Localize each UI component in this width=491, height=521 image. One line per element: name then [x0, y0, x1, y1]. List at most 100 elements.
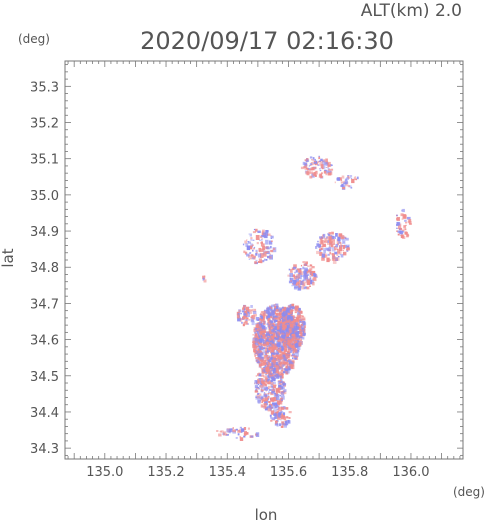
negative-cell: [263, 367, 265, 369]
positive-cell: [291, 338, 294, 340]
negative-cell: [303, 270, 307, 274]
positive-cell: [298, 342, 302, 347]
positive-cell: [258, 326, 260, 328]
positive-cell: [243, 305, 246, 308]
negative-cell: [295, 269, 298, 273]
negative-cell: [255, 323, 259, 326]
negative-cell: [280, 391, 284, 396]
positive-cell: [330, 243, 334, 248]
positive-cell: [254, 354, 256, 357]
negative-cell: [348, 185, 352, 188]
positive-cell: [342, 180, 346, 184]
positive-cell: [256, 322, 259, 325]
positive-cell: [397, 227, 399, 229]
positive-cell: [300, 166, 304, 170]
negative-cell: [333, 237, 336, 239]
positive-cell: [287, 355, 290, 358]
negative-cell: [229, 428, 233, 433]
negative-cell: [271, 313, 275, 318]
positive-cell: [353, 177, 356, 180]
positive-cell: [340, 249, 342, 251]
negative-cell: [268, 388, 272, 391]
negative-cell: [257, 334, 260, 336]
positive-cell: [268, 347, 271, 351]
positive-cell: [244, 251, 248, 255]
positive-cell: [269, 331, 273, 335]
negative-cell: [258, 388, 260, 390]
negative-cell: [243, 308, 246, 311]
y-tick-label: 34.4: [30, 406, 59, 421]
negative-cell: [290, 313, 293, 316]
positive-cell: [243, 250, 246, 254]
negative-cell: [284, 310, 287, 314]
negative-cell: [321, 253, 325, 258]
positive-cell: [299, 316, 302, 319]
positive-cell: [281, 423, 284, 426]
positive-cell: [262, 361, 265, 364]
positive-cell: [258, 247, 262, 252]
negative-cell: [255, 259, 258, 262]
negative-cell: [309, 163, 313, 166]
positive-cell: [312, 172, 316, 176]
positive-cell: [293, 341, 297, 344]
y-tick-label: 35.3: [30, 80, 59, 95]
negative-cell: [283, 312, 285, 314]
negative-cell: [240, 428, 245, 432]
negative-cell: [267, 398, 269, 401]
positive-cell: [237, 429, 241, 433]
positive-cell: [244, 311, 248, 314]
x-tick-label: 136.0: [392, 465, 429, 480]
negative-cell: [345, 237, 347, 240]
negative-cell: [265, 385, 267, 388]
positive-cell: [277, 403, 280, 406]
negative-cell: [255, 351, 259, 354]
negative-cell: [276, 328, 280, 332]
negative-cell: [265, 239, 269, 245]
negative-cell: [303, 286, 307, 290]
negative-cell: [252, 239, 255, 241]
positive-cell: [291, 320, 294, 323]
positive-cell: [275, 357, 280, 361]
negative-cell: [326, 248, 331, 252]
positive-cell: [239, 320, 243, 322]
negative-cell: [397, 230, 401, 233]
positive-cell: [288, 417, 291, 419]
negative-cell: [339, 253, 341, 256]
positive-cell: [339, 241, 342, 244]
positive-cell: [286, 353, 289, 356]
positive-cell: [223, 431, 227, 436]
positive-cell: [269, 305, 271, 308]
negative-cell: [270, 329, 274, 333]
negative-cell: [271, 310, 275, 316]
negative-cell: [335, 257, 339, 261]
negative-cell: [296, 323, 299, 325]
negative-cell: [275, 315, 278, 318]
negative-cell: [266, 234, 268, 236]
positive-cell: [280, 309, 283, 312]
positive-cell: [402, 229, 405, 231]
negative-cell: [265, 230, 269, 233]
altitude-label: ALT(km) 2.0: [361, 1, 462, 21]
positive-cell: [333, 246, 336, 248]
negative-cell: [259, 239, 261, 241]
negative-cell: [279, 380, 282, 384]
positive-cell: [263, 357, 266, 360]
positive-cell: [272, 384, 277, 389]
positive-cell: [244, 313, 248, 317]
positive-cell: [326, 257, 330, 263]
positive-cell: [289, 321, 292, 325]
negative-cell: [263, 258, 266, 261]
positive-cell: [287, 274, 291, 277]
negative-cell: [259, 323, 262, 326]
negative-cell: [270, 380, 273, 382]
negative-cell: [288, 280, 293, 284]
negative-cell: [318, 246, 320, 248]
positive-cell: [282, 381, 285, 384]
positive-cell: [314, 166, 317, 169]
negative-cell: [281, 318, 283, 320]
positive-cell: [319, 173, 322, 177]
positive-cell: [403, 214, 407, 219]
positive-cell: [271, 316, 273, 319]
negative-cell: [273, 416, 277, 419]
negative-cell: [275, 403, 278, 405]
